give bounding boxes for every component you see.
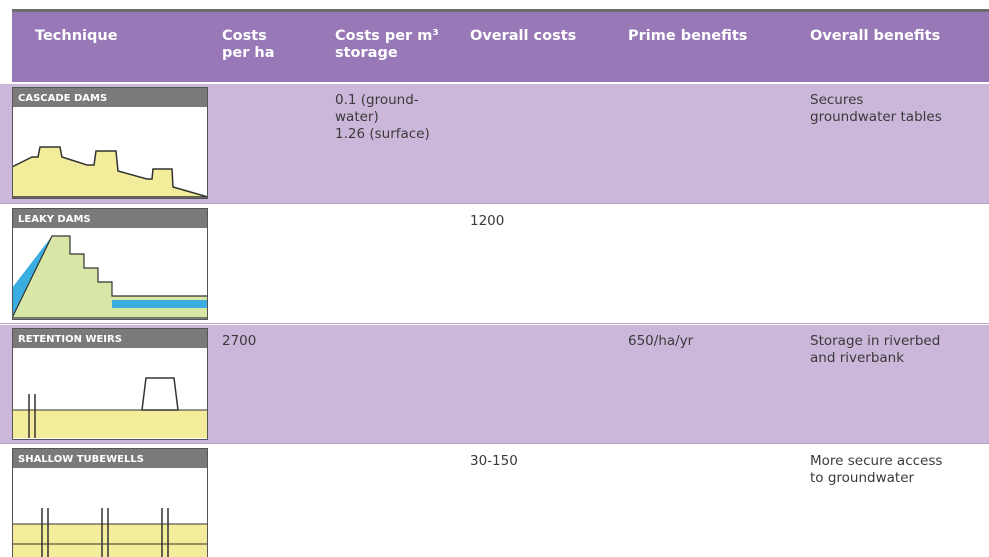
technique-icon: SHALLOW TUBEWELLS (12, 448, 208, 557)
table-cell: and riverbank (810, 350, 904, 367)
header-cell: Overall costs (470, 28, 576, 45)
header-cell: Prime benefits (628, 28, 747, 45)
header-cell: per ha (222, 45, 275, 62)
header-row (12, 12, 989, 82)
header-cell: Technique (35, 28, 118, 45)
table-cell: 650/ha/yr (628, 333, 693, 350)
header-cell: storage (335, 45, 398, 62)
table-cell: groundwater tables (810, 109, 942, 126)
table-cell: More secure access (810, 453, 942, 470)
table-cell: 1200 (470, 213, 504, 230)
table-cell: 0.1 (ground- (335, 92, 419, 109)
technique-icon: LEAKY DAMS (12, 208, 208, 320)
table-cell: water) (335, 109, 379, 126)
technique-icon: CASCADE DAMS (12, 87, 208, 199)
page: Technique Costsper ha Costs per m³storage O… (0, 0, 989, 557)
table-cell: 1.26 (surface) (335, 126, 430, 143)
table-cell: to groundwater (810, 470, 914, 487)
technique-label: SHALLOW TUBEWELLS (18, 454, 144, 465)
technique-label: RETENTION WEIRS (18, 334, 122, 345)
table-cell: Storage in riverbed (810, 333, 940, 350)
technique-icon: RETENTION WEIRS (12, 328, 208, 440)
header-cell: Costs per m³ (335, 28, 439, 45)
header-cell: Costs (222, 28, 267, 45)
header-cell: Overall benefits (810, 28, 940, 45)
technique-label: LEAKY DAMS (18, 214, 91, 225)
technique-label: CASCADE DAMS (18, 93, 107, 104)
table-cell: Secures (810, 92, 863, 109)
table-cell: 30-150 (470, 453, 518, 470)
table-cell: 2700 (222, 333, 256, 350)
